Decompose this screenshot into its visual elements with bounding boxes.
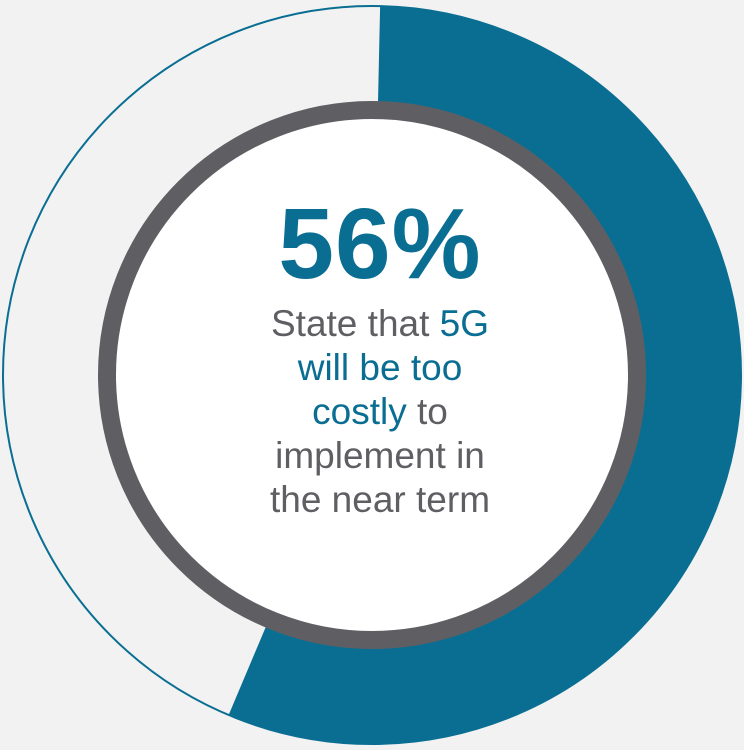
percentage-value: 56% [278,188,482,300]
donut-inner-ring [98,101,646,649]
caption-line-4: implement in [275,435,485,476]
caption-line-3-suffix: to [406,391,448,432]
caption-line-3: costly to [170,390,590,434]
caption-line-1-highlight: 5G [439,303,490,344]
caption-line-1: State that 5G [170,302,590,346]
caption-line-3-highlight: costly [312,391,407,432]
center-label: 56% State that 5G will be too costly to … [170,188,590,522]
caption-line-2: will be too [297,347,463,388]
caption-line-1-prefix: State that [270,303,440,344]
caption-text: State that 5G will be too costly to impl… [170,302,590,522]
caption-line-5: the near term [269,479,491,520]
